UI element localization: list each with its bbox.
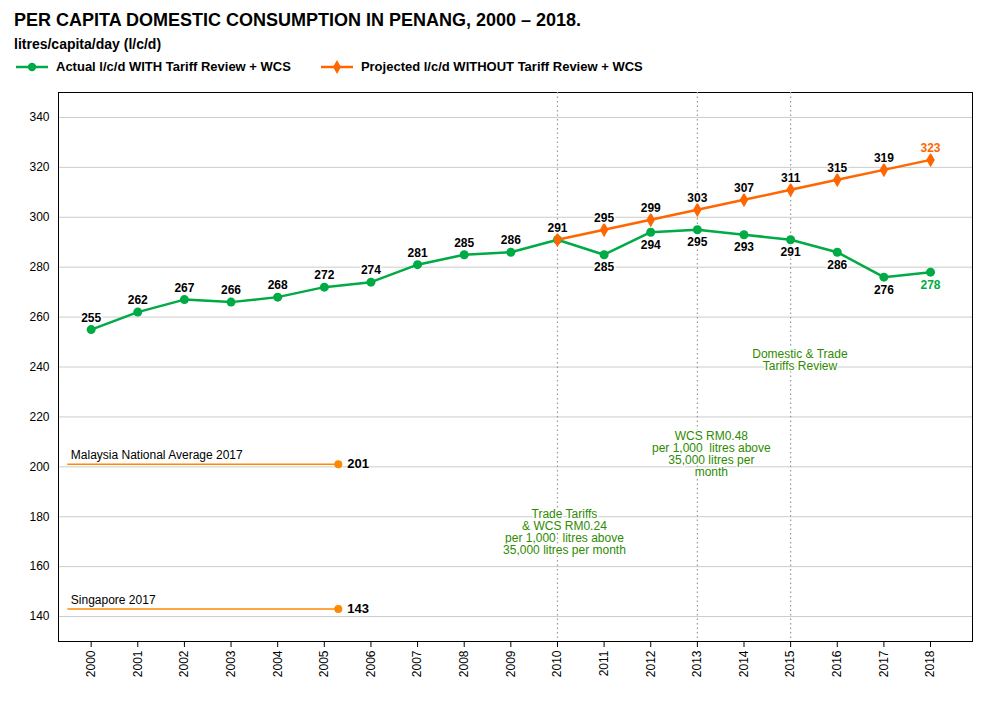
svg-text:2011: 2011 [597, 650, 611, 676]
svg-text:200: 200 [29, 460, 49, 474]
html-text:litres/capita/day (l/c/d): litres/capita/day (l/c/d) [14, 36, 162, 52]
svg-text:307: 307 [734, 181, 754, 195]
svg-text:281: 281 [408, 246, 428, 260]
svg-text:293: 293 [734, 240, 754, 254]
svg-text:260: 260 [29, 310, 49, 324]
svg-text:2007: 2007 [410, 650, 424, 677]
svg-text:220: 220 [29, 410, 49, 424]
svg-text:160: 160 [29, 559, 49, 573]
svg-text:295: 295 [687, 235, 707, 249]
svg-text:285: 285 [454, 236, 474, 250]
svg-text:2008: 2008 [457, 650, 471, 677]
svg-text:303: 303 [687, 191, 707, 205]
svg-text:278: 278 [921, 278, 941, 292]
svg-text:2013: 2013 [690, 650, 704, 677]
svg-text:2014: 2014 [737, 650, 751, 677]
svg-text:2009: 2009 [504, 650, 518, 677]
svg-text:Trade Tariffs& WCS RM0.24per 1: Trade Tariffs& WCS RM0.24per 1,000 litre… [503, 507, 626, 557]
svg-text:299: 299 [641, 201, 661, 215]
svg-text:280: 280 [29, 260, 49, 274]
svg-text:272: 272 [314, 268, 334, 282]
html-text:PER CAPITA DOMESTIC CONSUMPTIO: PER CAPITA DOMESTIC CONSUMPTION IN PENAN… [14, 10, 582, 30]
svg-text:295: 295 [594, 211, 614, 225]
svg-text:201: 201 [347, 456, 369, 471]
svg-text:262: 262 [128, 293, 148, 307]
svg-text:2005: 2005 [317, 650, 331, 677]
svg-text:2015: 2015 [783, 650, 797, 677]
svg-text:2018: 2018 [923, 650, 937, 677]
svg-text:2002: 2002 [177, 650, 191, 677]
html-text:Projected l/c/d WITHOUT Tariff: Projected l/c/d WITHOUT Tariff Review + … [360, 59, 643, 74]
svg-text:2012: 2012 [644, 650, 658, 677]
svg-text:319: 319 [874, 151, 894, 165]
svg-text:311: 311 [781, 171, 801, 185]
svg-text:286: 286 [501, 233, 521, 247]
svg-text:291: 291 [781, 245, 801, 259]
svg-text:180: 180 [29, 510, 49, 524]
svg-text:2004: 2004 [271, 650, 285, 677]
svg-text:274: 274 [361, 263, 381, 277]
svg-text:2006: 2006 [364, 650, 378, 677]
svg-text:143: 143 [347, 601, 369, 616]
svg-text:268: 268 [268, 278, 288, 292]
svg-text:276: 276 [874, 283, 894, 297]
svg-text:2016: 2016 [830, 650, 844, 677]
svg-text:255: 255 [81, 311, 101, 325]
svg-text:323: 323 [921, 141, 941, 155]
svg-text:267: 267 [174, 281, 194, 295]
svg-text:2001: 2001 [131, 650, 145, 677]
svg-text:WCS RM0.48per 1,000 litres ab: WCS RM0.48per 1,000 litres above35,000 l… [652, 429, 771, 479]
svg-text:2000: 2000 [84, 650, 98, 677]
svg-text:2003: 2003 [224, 650, 238, 677]
svg-text:140: 140 [29, 609, 49, 623]
svg-text:340: 340 [29, 110, 49, 124]
svg-text:2017: 2017 [877, 650, 891, 677]
svg-text:266: 266 [221, 283, 241, 297]
svg-text:Singapore 2017: Singapore 2017 [71, 593, 156, 607]
svg-text:Malaysia National Average 2017: Malaysia National Average 2017 [71, 448, 243, 462]
svg-text:294: 294 [641, 238, 661, 252]
svg-text:285: 285 [594, 260, 614, 274]
svg-text:315: 315 [827, 161, 847, 175]
svg-text:240: 240 [29, 360, 49, 374]
svg-text:320: 320 [29, 160, 49, 174]
svg-text:286: 286 [827, 258, 847, 272]
svg-text:Domestic & TradeTariffs Review: Domestic & TradeTariffs Review [752, 347, 848, 373]
svg-text:2010: 2010 [550, 650, 564, 677]
svg-text:300: 300 [29, 210, 49, 224]
svg-text:291: 291 [547, 221, 567, 235]
html-text:Actual l/c/d WITH Tariff Revie: Actual l/c/d WITH Tariff Review + WCS [56, 59, 291, 74]
